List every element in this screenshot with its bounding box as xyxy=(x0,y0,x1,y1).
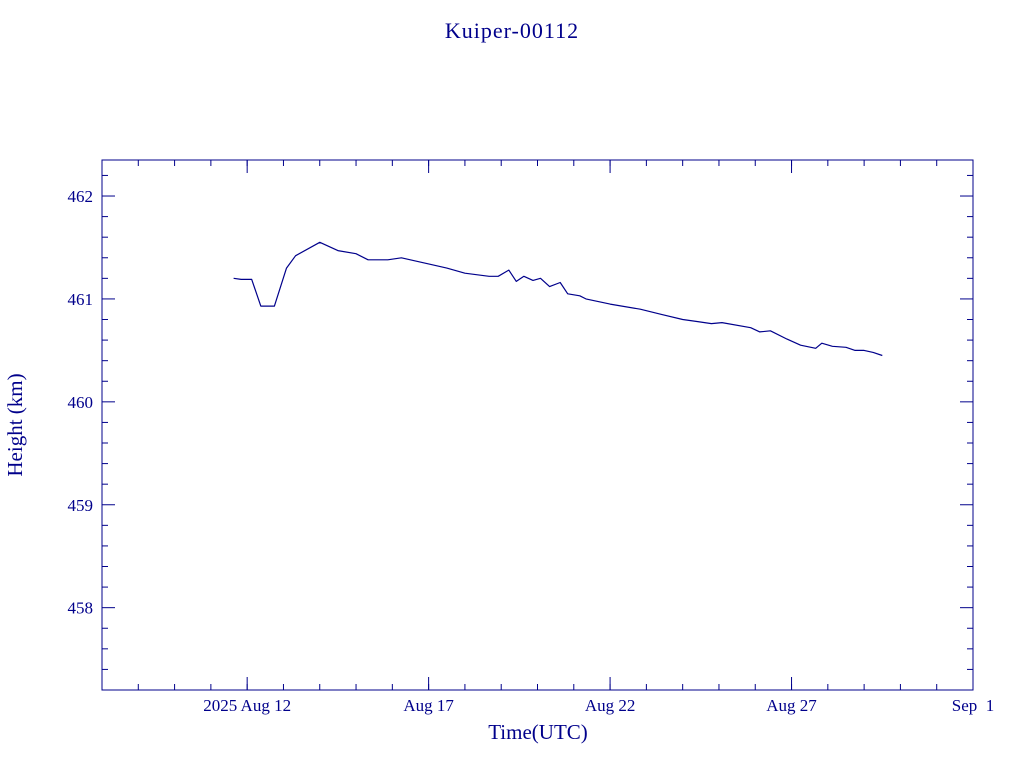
y-tick-label: 460 xyxy=(68,393,94,412)
x-tick-label: 2025 Aug 12 xyxy=(203,696,291,715)
x-axis-title: Time(UTC) xyxy=(488,720,588,744)
axis-ticks xyxy=(102,160,974,691)
y-tick-label: 459 xyxy=(68,496,94,515)
y-tick-label: 462 xyxy=(68,187,94,206)
y-axis-title: Height (km) xyxy=(3,373,27,476)
series-line-height xyxy=(233,241,883,357)
x-tick-label: Sep 1 xyxy=(952,696,995,715)
x-tick-label: Aug 22 xyxy=(585,696,636,715)
x-tick-label: Aug 17 xyxy=(403,696,454,715)
x-tick-label: Aug 27 xyxy=(766,696,817,715)
chart-title: Kuiper-00112 xyxy=(445,18,579,43)
tick-labels: 2025 Aug 12 Aug 17 Aug 22 Aug 27 Sep 1 458 459… xyxy=(68,187,995,715)
y-tick-label: 461 xyxy=(68,290,94,309)
y-tick-label: 458 xyxy=(68,599,94,618)
